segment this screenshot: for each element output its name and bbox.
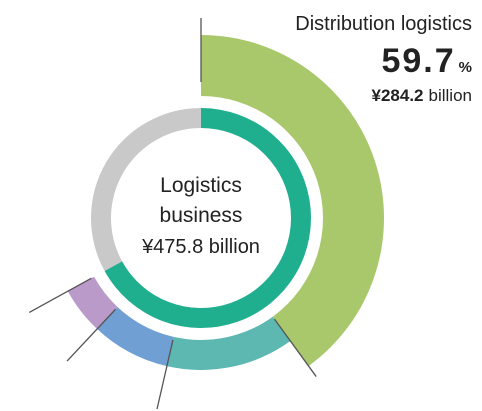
leader-line: [156, 339, 174, 410]
amount-unit: billion: [429, 86, 472, 105]
callout-name: Distribution logistics: [295, 13, 472, 35]
center-label: ¥475.8 billion: [141, 236, 260, 258]
outer-segment: [201, 35, 385, 367]
outer-segment: [97, 307, 174, 367]
callout-number: 59.7: [381, 42, 455, 80]
outer-segment: [67, 276, 118, 329]
inner-segment: [91, 108, 201, 271]
callout-amount: ¥284.2 billion: [372, 86, 472, 105]
center-label: Logistics: [160, 174, 242, 197]
leader-line: [28, 277, 92, 313]
leader-line: [273, 318, 317, 377]
callout-value: 59.7%: [381, 42, 472, 80]
leader-line: [66, 308, 117, 362]
amount-label: ¥284.2: [372, 86, 424, 105]
center-label: business: [160, 204, 243, 227]
outer-segment: [166, 316, 291, 370]
callout-unit: %: [459, 59, 472, 76]
